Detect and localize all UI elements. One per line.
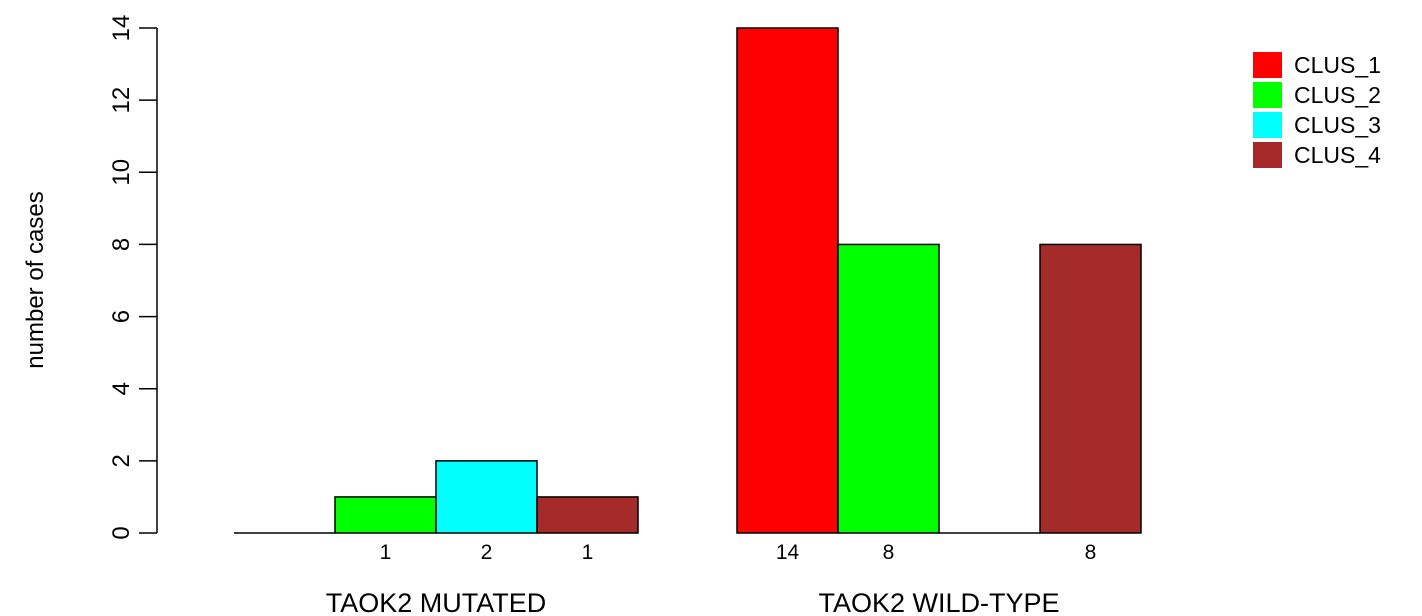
y-axis: 0 2 4 6 8 10 12 14 (108, 15, 158, 540)
y-tick-label: 10 (108, 159, 135, 186)
y-tick-label: 6 (108, 310, 135, 323)
legend: CLUS_1 CLUS_2 CLUS_3 CLUS_4 (1253, 52, 1381, 168)
y-tick-label: 14 (108, 15, 135, 42)
bar (1039, 243, 1142, 534)
bar-value-label: 8 (1085, 541, 1097, 564)
legend-swatch (1253, 82, 1282, 108)
group-labels: TAOK2 MUTATED TAOK2 WILD-TYPE (326, 588, 1060, 616)
bar (435, 460, 538, 534)
y-axis-title: number of cases (22, 191, 49, 368)
bar (837, 243, 940, 534)
y-tick-label: 4 (108, 382, 135, 395)
legend-label: CLUS_3 (1294, 112, 1381, 138)
bar-value-label: 2 (481, 541, 493, 564)
y-tick-label: 0 (108, 526, 135, 539)
bar-value-label: 1 (380, 541, 392, 564)
legend-label: CLUS_4 (1294, 142, 1381, 168)
bar (736, 27, 839, 534)
bar-value-label: 1 (582, 541, 594, 564)
group-label: TAOK2 WILD-TYPE (818, 588, 1059, 616)
y-tick-label: 8 (108, 238, 135, 251)
group-label: TAOK2 MUTATED (326, 588, 547, 616)
bar-value-labels: 1 2 1 14 8 8 (380, 541, 1097, 564)
bar-value-label: 14 (776, 541, 800, 564)
legend-label: CLUS_2 (1294, 82, 1381, 108)
bars (234, 27, 1142, 534)
bar (536, 496, 639, 534)
bar-value-label: 8 (883, 541, 895, 564)
y-tick-label: 12 (108, 87, 135, 114)
legend-swatch (1253, 142, 1282, 168)
legend-swatch (1253, 52, 1282, 78)
legend-label: CLUS_1 (1294, 52, 1381, 78)
bar (334, 496, 437, 534)
y-tick-label: 2 (108, 454, 135, 467)
legend-swatch (1253, 112, 1282, 138)
